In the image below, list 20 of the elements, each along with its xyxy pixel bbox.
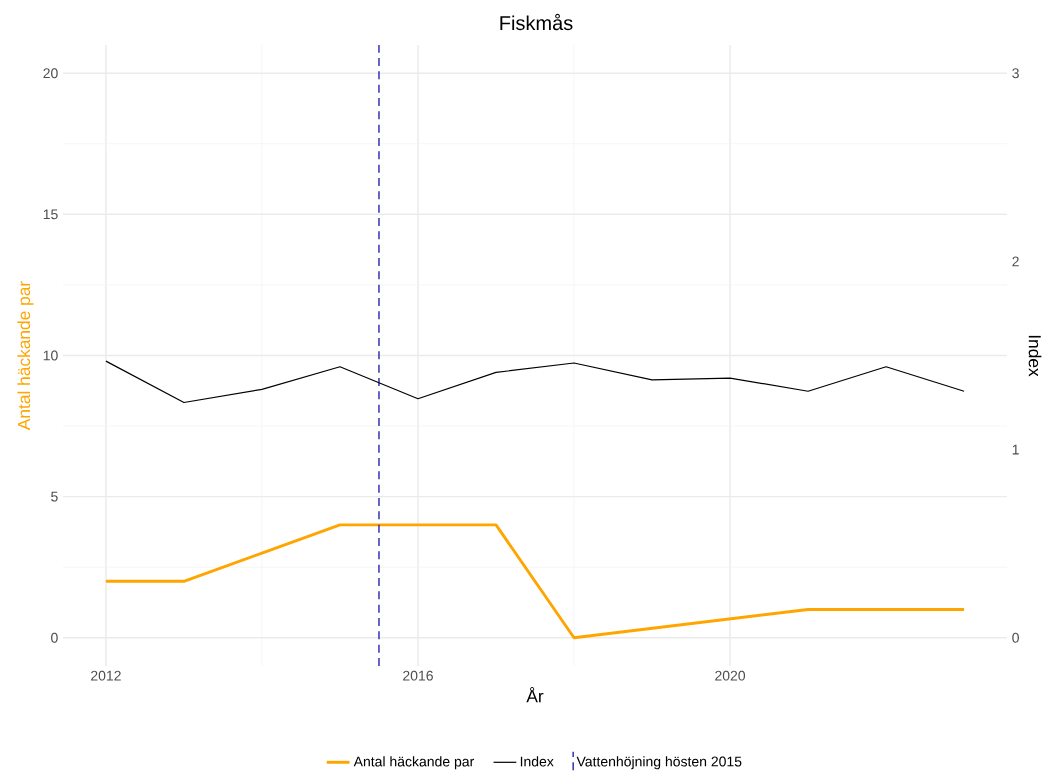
line-series <box>105 360 965 404</box>
x-tick-label: 2012 <box>91 670 121 681</box>
legend-label: Vattenhöjning hösten 2015 <box>576 756 742 770</box>
legend-label: Index <box>520 756 554 767</box>
y-tick-label: 10 <box>43 350 58 361</box>
y2-axis-title: Index <box>1028 335 1042 377</box>
x-axis-title: År <box>526 687 544 703</box>
y2-tick-label: 0 <box>1012 632 1019 643</box>
y2-tick-label: 3 <box>1012 68 1019 79</box>
y2-tick-label: 2 <box>1012 256 1019 267</box>
x-tick-label: 2020 <box>715 670 746 681</box>
y-axis-title: Antal häckande par <box>17 281 34 431</box>
y-tick-label: 20 <box>43 68 58 79</box>
y-tick-label: 5 <box>51 491 58 502</box>
y2-tick-label: 1 <box>1012 444 1019 455</box>
y-tick-label: 0 <box>51 632 58 643</box>
legend-label: Antal häckande par <box>353 756 475 770</box>
chart-title: Fiskmås <box>500 13 573 31</box>
x-tick-label: 2016 <box>403 670 433 681</box>
y-tick-label: 15 <box>43 209 58 220</box>
